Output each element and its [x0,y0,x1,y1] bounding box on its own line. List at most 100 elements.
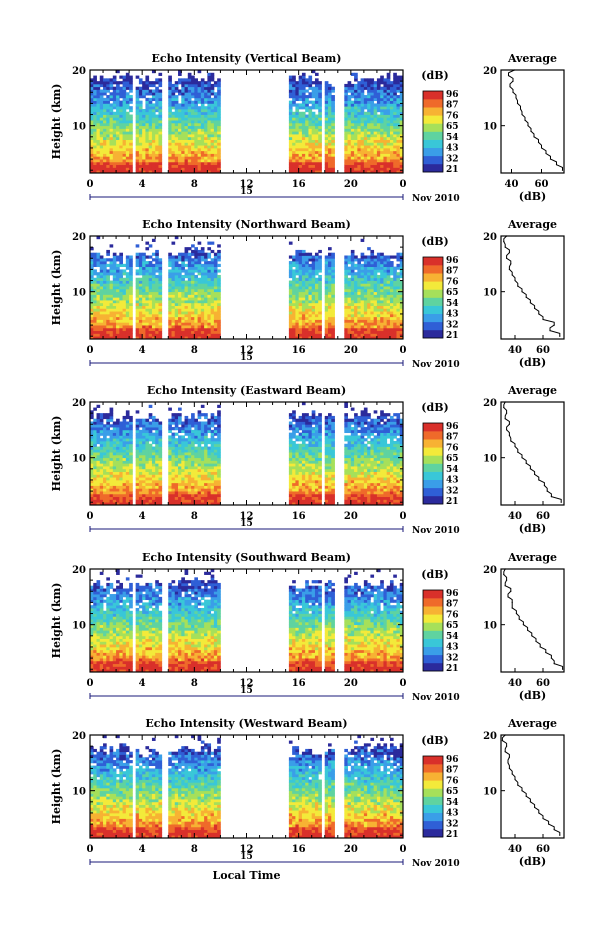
colorbar-tick-label: 32 [446,486,459,496]
colorbar-swatch [423,463,443,472]
y-tick-label: 20 [72,66,86,77]
profile-title: Average [507,717,557,730]
profile-x-label: (dB) [519,855,546,868]
profile-point [518,618,520,620]
profile-point [549,158,552,160]
y-axis-label: Height (km) [50,749,63,825]
colorbar-tick-label: 96 [446,589,459,599]
profile-y-tick-label: 20 [483,731,497,742]
x-tick-label: 0 [87,844,94,855]
profile-title: Average [507,218,557,231]
colorbar-swatch [423,479,443,489]
colorbar-swatch [423,257,443,266]
x-tick-label: 20 [344,678,358,689]
profile-x-tick-label: 60 [536,511,550,522]
profile-point [521,790,523,792]
profile-point [524,119,526,121]
colorbar-swatch [423,115,443,124]
heatmap-cells [90,735,404,839]
colorbar-swatch [423,313,443,323]
x-tick-label: 12 [240,345,254,356]
x-tick-label: 20 [344,179,358,190]
profile-point [521,113,523,116]
colorbar-tick-label: 43 [446,809,459,819]
profile-point [543,484,546,487]
profile-point [537,141,540,143]
profile-point [506,257,508,259]
profile-point [504,401,506,403]
x-tick-label: 4 [139,345,146,356]
x-tick-label: 0 [400,844,407,855]
profile-point [562,668,564,670]
colorbar-swatch [423,297,443,306]
profile-point [534,473,536,475]
colorbar-swatch [423,646,443,656]
x-tick-label: 16 [292,179,306,190]
y-tick-label: 20 [72,731,86,742]
profile-point [522,624,525,626]
colorbar-tick-label: 21 [446,664,459,674]
colorbar-swatch [423,329,443,339]
colorbar-swatch [423,788,443,797]
profile-point [549,330,551,332]
y-tick-label: 10 [72,621,86,632]
profile-point [512,91,514,93]
profile-point [529,302,532,304]
colorbar-frame [422,755,444,838]
y-axis-label: Height (km) [50,250,63,326]
panel-1: Echo Intensity (Northward Beam) 10 20 Heigh… [50,218,565,370]
colorbar-swatch [423,622,443,631]
colorbar-swatch [423,321,443,331]
profile-point [517,451,519,453]
colorbar-swatch [423,796,443,805]
profile-point [507,74,510,77]
colorbar-swatch [423,131,443,140]
x-tick-label: 4 [139,844,146,855]
profile-point [529,801,532,803]
colorbar-tick-label: 65 [446,122,459,132]
profile-point [506,429,508,431]
profile-x-label: (dB) [519,689,546,702]
x-tick-label: 4 [139,179,146,190]
colorbar-swatch [423,495,443,505]
colorbar-swatch [423,590,443,599]
profile-point [510,440,512,442]
x-tick-label: 12 [240,844,254,855]
profile-point [506,235,508,237]
profile-point [511,274,513,276]
profile-point [504,734,506,736]
colorbar-swatch [423,139,443,148]
x-tick-label: 8 [191,179,198,190]
colorbar-swatch [423,654,443,664]
colorbar-swatch [423,828,443,838]
colorbar-swatch [423,423,443,432]
profile-y-tick-label: 10 [483,454,497,465]
colorbar-tick-label: 54 [446,465,459,475]
y-axis-label: Height (km) [50,84,63,160]
profile-x-tick-label: 40 [508,844,522,855]
x-tick-label: 0 [400,179,407,190]
profile-point [511,607,513,609]
colorbar-swatch [423,163,443,173]
profile-point [511,601,513,604]
colorbar-swatch [423,439,443,448]
profile-point [514,778,516,781]
profile-point [530,130,532,132]
colorbar-tick-label: 43 [446,310,459,320]
profile-point [555,164,558,166]
colorbar-swatch [423,281,443,290]
profile-point [521,291,523,293]
date-label: 15 [240,187,253,197]
profile-point [508,767,510,770]
colorbar-tick-label: 43 [446,144,459,154]
profile-point [561,169,564,171]
chart-title: Echo Intensity (Westward Beam) [145,717,347,730]
profile-point [511,773,513,775]
x-tick-label: 12 [240,678,254,689]
y-tick-label: 20 [72,398,86,409]
chart-title: Echo Intensity (Northward Beam) [142,218,351,231]
profile-point [550,657,553,659]
x-tick-label: 0 [87,345,94,356]
profile-x-tick-label: 60 [535,179,549,190]
